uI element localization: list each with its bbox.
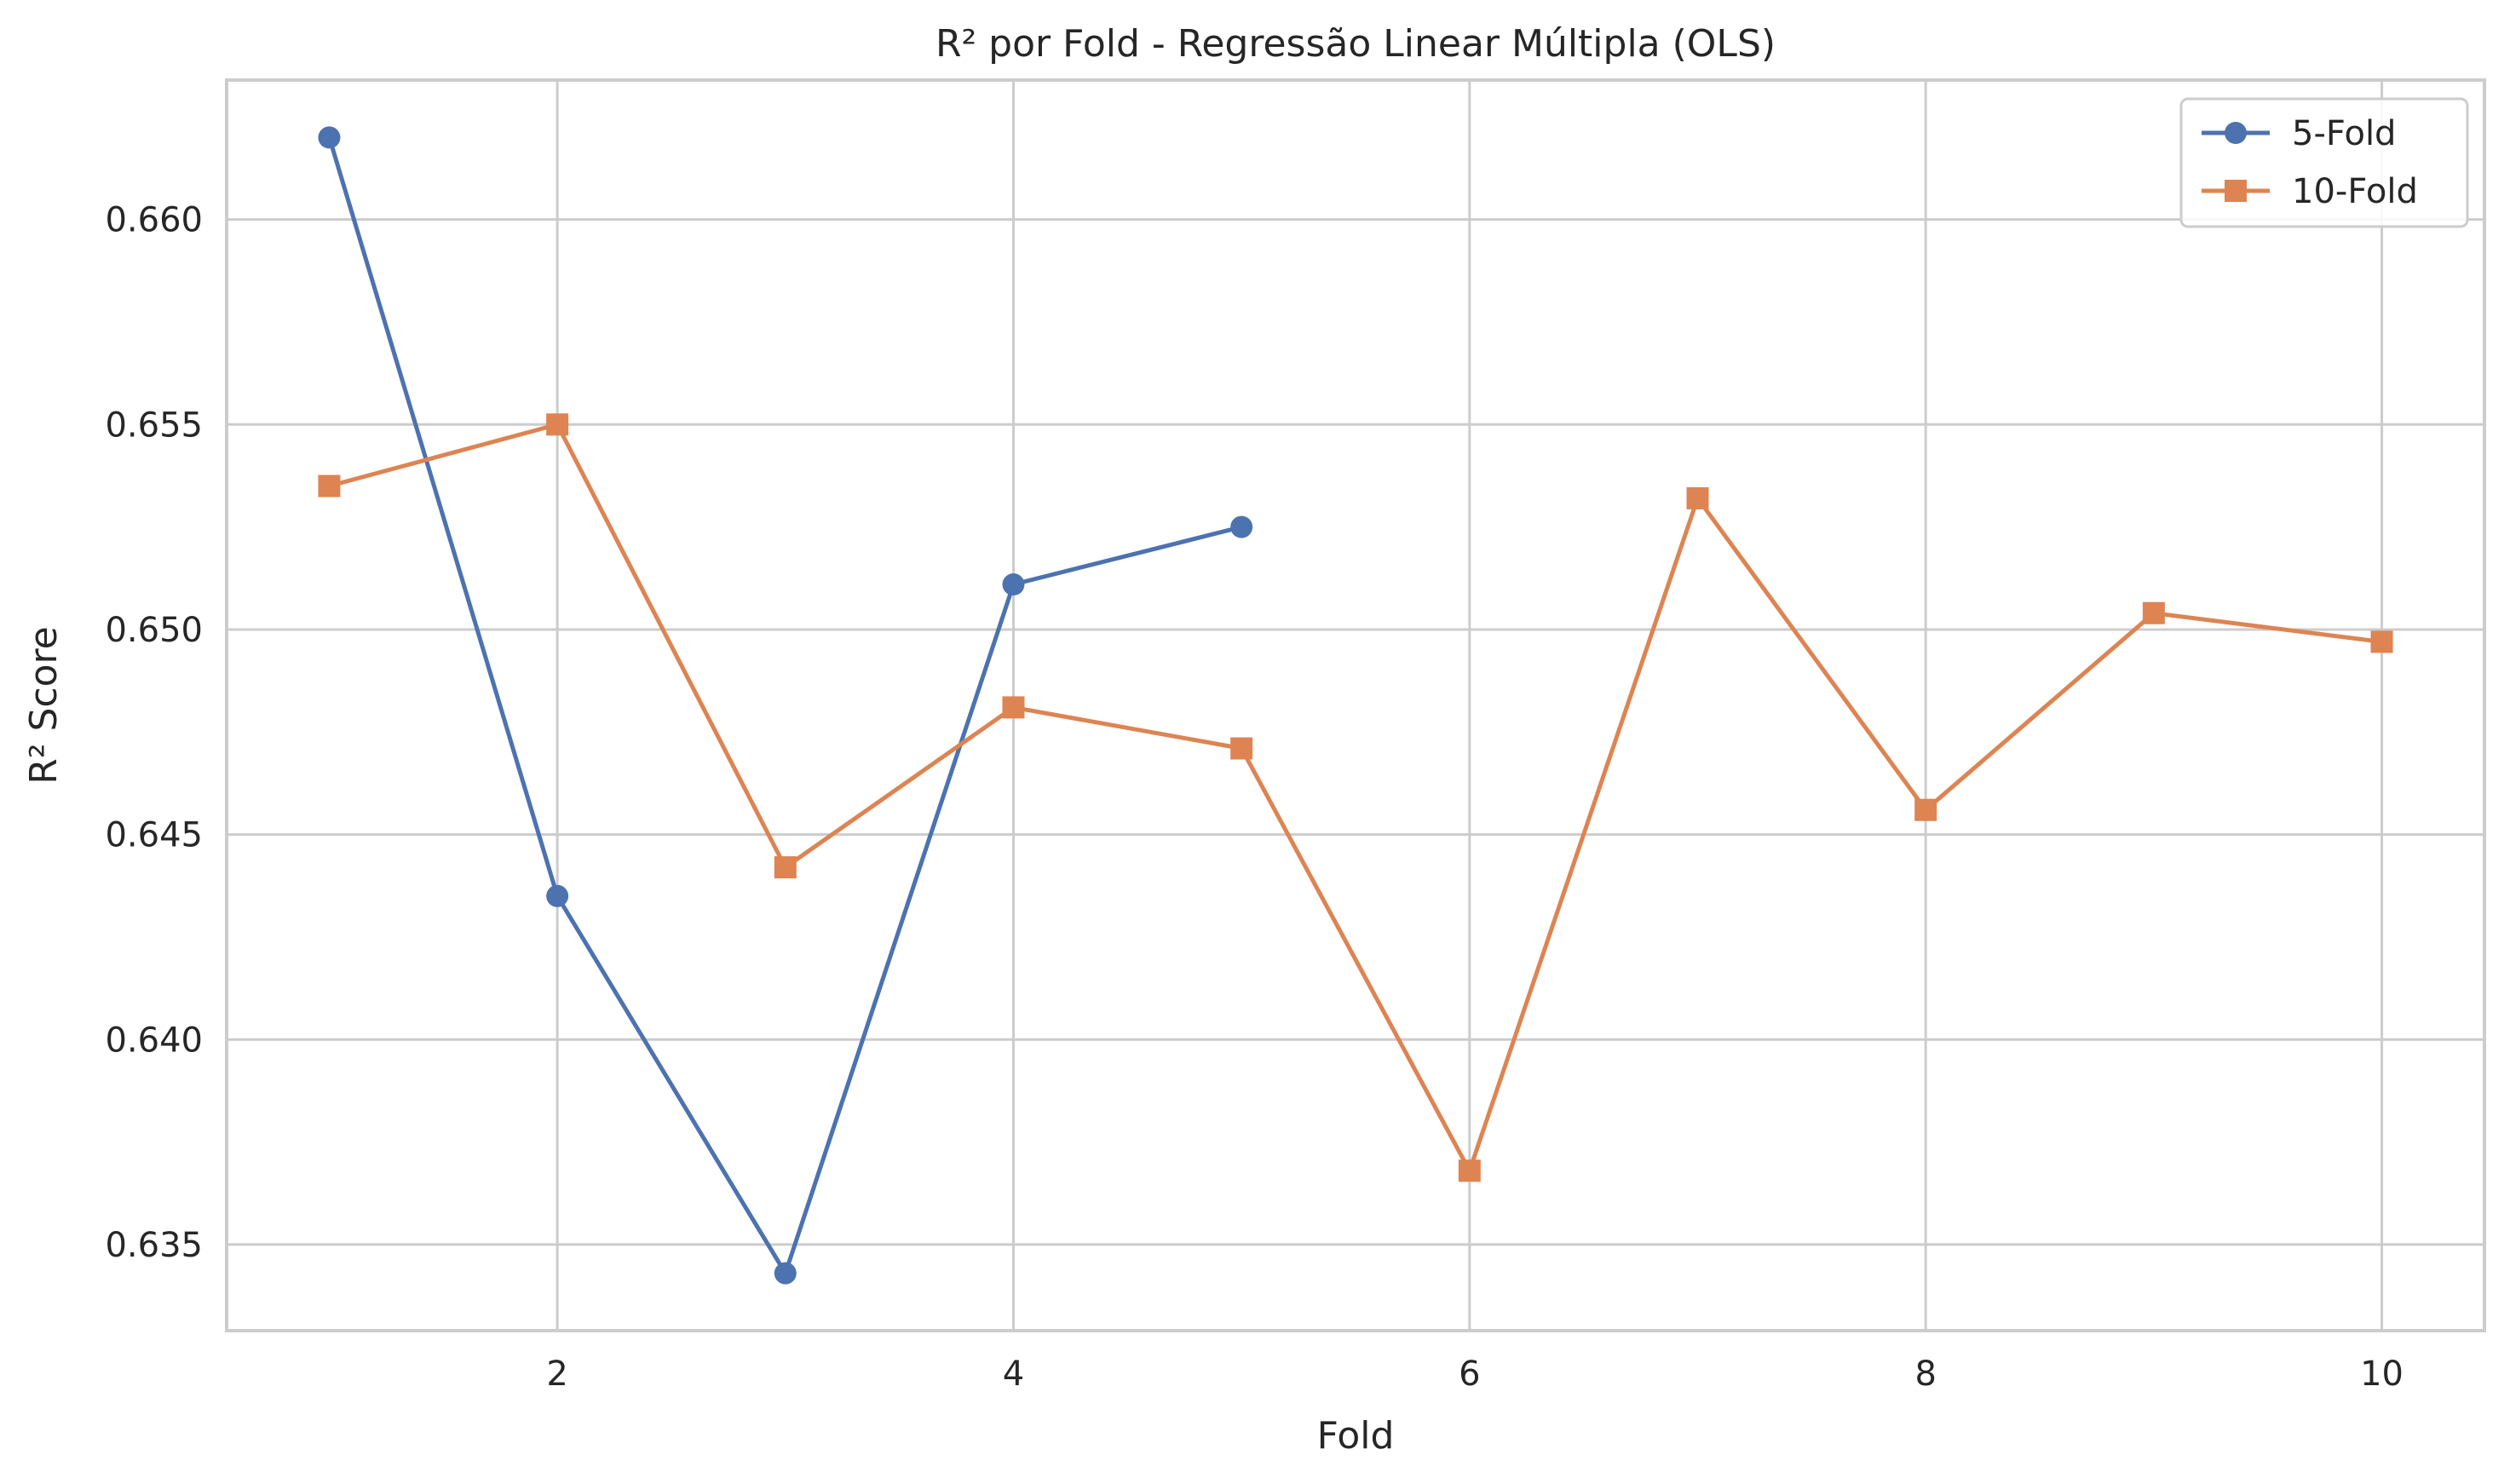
data-point [546, 884, 569, 907]
x-tick-label: 6 [1459, 1355, 1480, 1394]
series-line [328, 422, 2382, 1173]
plot-frame [225, 78, 2486, 1332]
legend-swatch-marker [2225, 180, 2247, 202]
data-point [1686, 486, 1709, 509]
y-tick-label: 0.660 [105, 201, 203, 240]
data-point [774, 1262, 797, 1285]
x-tick-label: 8 [1914, 1355, 1936, 1394]
series-layer [318, 126, 2393, 1285]
data-point [318, 475, 341, 498]
data-point [2142, 601, 2165, 624]
x-tick-label: 10 [2360, 1355, 2403, 1394]
legend-item: 5-Fold [2202, 114, 2396, 153]
legend: 5-Fold 10-Fold [2179, 97, 2469, 228]
grid-lines [227, 80, 2484, 1331]
legend-label: 5-Fold [2292, 114, 2396, 153]
y-tick-label: 0.650 [105, 611, 203, 650]
data-point [1914, 798, 1937, 821]
chart-title: R² por Fold - Regressão Linear Múltipla … [935, 22, 1776, 66]
y-tick-label: 0.635 [105, 1226, 203, 1265]
series-10-fold [318, 413, 2393, 1182]
data-point [1002, 573, 1025, 596]
x-axis-label: Fold [1317, 1414, 1395, 1458]
data-point [1002, 696, 1025, 719]
y-axis-label: R² Score [22, 626, 66, 784]
tick-labels: 2 4 6 8 10 0.635 0.640 0.645 0.650 0.655 0.660 [105, 201, 2403, 1394]
legend-label: 10-Fold [2292, 172, 2418, 211]
legend-swatch-marker [2225, 122, 2247, 144]
data-point [1458, 1159, 1481, 1182]
x-tick-label: 4 [1003, 1355, 1024, 1394]
y-tick-label: 0.640 [105, 1021, 203, 1060]
data-point [1230, 515, 1253, 538]
data-point [546, 413, 569, 436]
data-point [2370, 630, 2393, 653]
data-point [1230, 737, 1253, 760]
data-point [318, 126, 341, 149]
series-5-fold [318, 126, 1253, 1285]
y-tick-label: 0.645 [105, 816, 203, 855]
data-point [774, 856, 797, 879]
y-tick-label: 0.655 [105, 406, 203, 445]
x-tick-label: 2 [546, 1355, 567, 1394]
legend-item: 10-Fold [2202, 172, 2418, 211]
